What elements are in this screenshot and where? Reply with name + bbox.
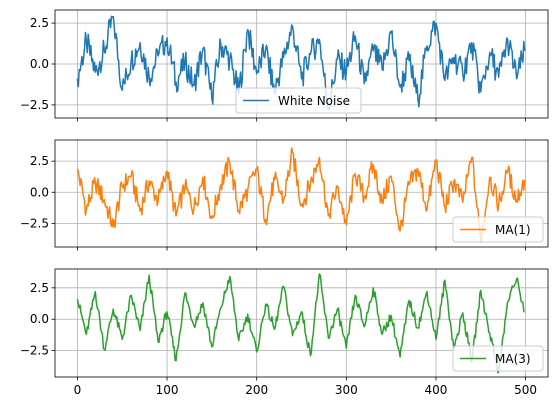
x-tick-label: 200	[245, 383, 268, 397]
axes-frame	[54, 268, 549, 378]
x-tick-label: 400	[425, 383, 448, 397]
y-tick-label: 0.0	[30, 312, 49, 326]
legend-box	[452, 345, 544, 372]
legend-label: MA(1)	[495, 223, 531, 237]
subplot-3: −2.5 0.0 2.5 0 100 200 300 400 500 MA(3)	[20, 268, 549, 397]
subplot-1: −2.5 0.0 2.5 White Noise	[20, 9, 549, 122]
x-tick-label: 300	[335, 383, 358, 397]
axes-frame	[54, 139, 549, 248]
y-tick-label: −2.5	[20, 216, 49, 230]
legend-label: White Noise	[278, 94, 350, 108]
series-line	[76, 273, 525, 374]
x-tick-label: 0	[74, 383, 82, 397]
x-tick-label: 100	[156, 383, 179, 397]
y-tick-label: −2.5	[20, 344, 49, 358]
legend: White Noise	[235, 87, 362, 114]
y-tick-label: −2.5	[20, 98, 49, 112]
y-tick-label: 2.5	[30, 16, 49, 30]
legend-box	[452, 216, 544, 243]
y-tick-label: 2.5	[30, 281, 49, 295]
x-tick-label: 500	[514, 383, 537, 397]
legend-label: MA(3)	[495, 352, 531, 366]
y-tick-label: 0.0	[30, 57, 49, 71]
legend-box	[235, 87, 362, 114]
series-line	[76, 15, 526, 111]
subplot-2: −2.5 0.0 2.5 MA(1)	[20, 139, 549, 251]
legend: MA(3)	[452, 345, 544, 372]
y-tick-label: 2.5	[30, 154, 49, 168]
series-line	[76, 147, 526, 243]
legend: MA(1)	[452, 216, 544, 243]
y-tick-label: 0.0	[30, 185, 49, 199]
